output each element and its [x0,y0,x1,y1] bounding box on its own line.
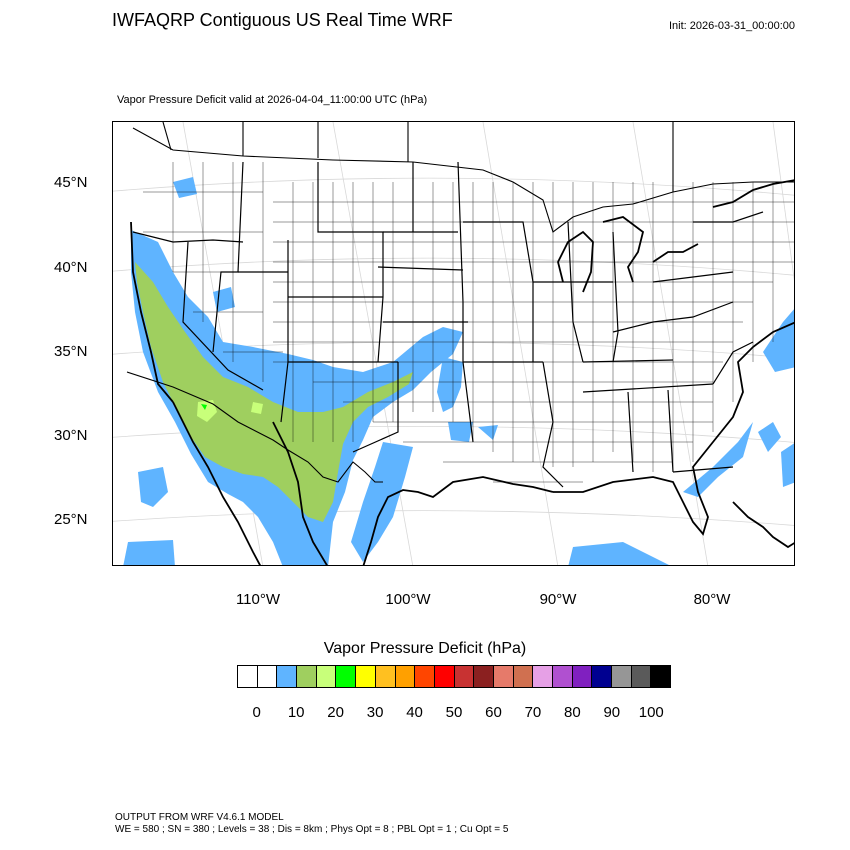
legend-tick-label: 0 [252,704,261,721]
state-borders [132,161,764,488]
legend-swatch [553,666,573,687]
legend-colorbar [237,665,671,688]
legend-title: Vapor Pressure Deficit (hPa) [323,640,527,657]
legend-swatch [375,666,396,687]
legend-swatch [356,666,376,687]
legend-swatch [513,666,534,687]
legend-tick-label: 70 [524,704,542,721]
valid-time-subtitle: Vapor Pressure Deficit valid at 2026-04-… [117,94,428,106]
map-title: IWFAQRP Contiguous US Real Time WRF [112,10,453,30]
legend-swatch [297,666,317,687]
legend-swatch [651,666,671,687]
lat-label-35: 35°N [54,343,88,360]
legend-swatch [572,666,593,687]
model-info: OUTPUT FROM WRF V4.6.1 MODEL WE = 580 ; … [115,812,508,836]
init-time: Init: 2026-03-31_00:00:00 [669,20,795,32]
legend-tick-label: 60 [485,704,502,721]
lon-label-110: 110°W [235,591,281,608]
county-lines [143,162,794,483]
lat-label-25: 25°N [54,511,88,528]
lat-label-45: 45°N [54,174,88,191]
coastline [130,179,794,565]
legend-swatch [415,666,435,687]
legend-swatch [454,666,475,687]
legend-swatch [474,666,494,687]
lat-label-40: 40°N [54,259,88,276]
legend-swatch [592,666,613,687]
legend-tick-label: 40 [406,704,423,721]
map-canvas [113,122,794,565]
legend-swatch [257,666,278,687]
model-info-line2: WE = 580 ; SN = 380 ; Levels = 38 ; Dis … [115,824,509,835]
legend-tick-label: 50 [445,704,463,721]
lon-label-80: 80°W [693,591,731,608]
legend-swatch [612,666,632,687]
legend-tick-label: 100 [638,704,664,721]
legend-swatch [395,666,416,687]
legend-swatch [493,666,514,687]
legend-tick-label: 20 [327,704,344,721]
vpd-shading [123,177,794,565]
legend-swatch [533,666,553,687]
map-panel [112,121,795,566]
legend-tick-label: 90 [603,704,621,721]
lon-label-100: 100°W [385,591,431,608]
legend-swatch [336,666,357,687]
model-info-line1: OUTPUT FROM WRF V4.6.1 MODEL [115,812,284,823]
lat-label-30: 30°N [54,427,88,444]
legend-swatch [631,666,652,687]
legend-tick-label: 30 [366,704,384,721]
legend-swatch [316,666,337,687]
legend-swatch [434,666,455,687]
legend-tick-label: 10 [287,704,305,721]
legend-tick-label: 80 [564,704,581,721]
legend-swatch [238,666,258,687]
legend-swatch [277,666,298,687]
lon-label-90: 90°W [539,591,577,608]
